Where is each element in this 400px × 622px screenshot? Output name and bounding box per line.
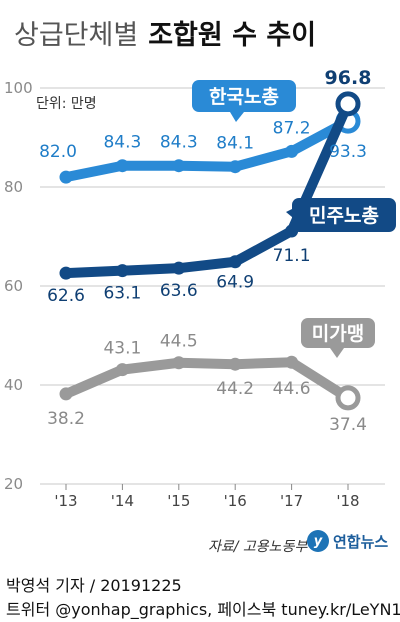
data-label: 44.2 xyxy=(216,379,254,399)
x-axis: '13 '14 '15 '16 '17 '18 xyxy=(54,484,360,510)
point-marker xyxy=(285,355,299,369)
yonhap-logo-icon: y xyxy=(307,530,329,552)
legend-box xyxy=(301,318,375,348)
legend-label: 민주노총 xyxy=(309,205,379,227)
byline: 박영석 기자 / 20191225 xyxy=(6,576,182,595)
end-marker xyxy=(335,91,361,117)
title-bold: 조합원 수 추이 xyxy=(148,20,316,51)
point-marker xyxy=(228,160,242,174)
point-marker xyxy=(172,356,186,370)
point-marker xyxy=(172,261,186,275)
data-label: 63.1 xyxy=(103,284,141,304)
data-label: 82.0 xyxy=(39,142,77,162)
social-handles: 트위터 @yonhap_graphics, 페이스북 tuney.kr/LeYN… xyxy=(6,600,400,619)
x-tick-label: '15 xyxy=(167,492,190,510)
data-label: 84.3 xyxy=(160,133,198,153)
y-axis: 20 40 60 80 100 xyxy=(4,79,33,493)
chart-title: 상급단체별 조합원 수 추이 xyxy=(14,20,316,51)
legend-label: 미가맹 xyxy=(312,323,364,345)
legend-box xyxy=(192,80,296,112)
point-marker xyxy=(115,264,129,278)
y-tick-label: 80 xyxy=(4,178,23,196)
point-marker xyxy=(228,255,242,269)
data-label: 71.1 xyxy=(273,246,311,266)
data-label: 93.3 xyxy=(329,142,367,162)
legend-item: 민주노총 xyxy=(286,198,396,232)
data-label: 44.5 xyxy=(160,332,198,352)
data-label: 44.6 xyxy=(273,379,311,399)
y-tick-label: 40 xyxy=(4,376,23,394)
data-labels: 38.2 43.1 44.5 44.2 44.6 37.4 82.0 84.3 84.3 84.1… xyxy=(39,67,371,435)
x-tick-label: '16 xyxy=(224,492,247,510)
yonhap-logo: y 연합뉴스 xyxy=(307,530,388,552)
point-marker xyxy=(115,159,129,173)
unit-label: 단위: 만명 xyxy=(36,96,97,112)
point-marker xyxy=(59,387,73,401)
data-label: 62.6 xyxy=(47,286,85,306)
logo-text: 연합뉴스 xyxy=(333,532,389,551)
title-light: 상급단체별 xyxy=(14,20,138,51)
data-label: 64.9 xyxy=(216,273,254,293)
y-tick-label: 20 xyxy=(4,475,23,493)
legend-item: 한국노총 xyxy=(192,80,296,122)
x-tick-label: '14 xyxy=(111,492,134,510)
point-marker xyxy=(228,357,242,371)
x-tick-label: '13 xyxy=(54,492,77,510)
end-marker xyxy=(335,385,361,411)
data-label: 84.3 xyxy=(103,133,141,153)
point-marker xyxy=(59,170,73,184)
y-tick-label: 60 xyxy=(4,277,23,295)
point-marker xyxy=(59,266,73,280)
x-tick-label: '17 xyxy=(280,492,303,510)
legend-pointer xyxy=(230,112,244,122)
y-tick-label: 100 xyxy=(4,79,33,97)
point-marker xyxy=(172,159,186,173)
data-label: 96.8 xyxy=(325,67,372,89)
data-label: 43.1 xyxy=(103,339,141,359)
legend-label: 한국노총 xyxy=(209,86,279,108)
series-line-2 xyxy=(61,357,353,403)
series-line-0 xyxy=(61,116,353,183)
point-marker xyxy=(285,144,299,158)
data-label: 38.2 xyxy=(47,409,85,429)
data-label: 37.4 xyxy=(329,415,367,435)
data-label: 84.1 xyxy=(216,134,254,154)
legend-box xyxy=(292,198,396,232)
x-tick-label: '18 xyxy=(336,492,359,510)
point-marker xyxy=(115,363,129,377)
legend-item: 미가맹 xyxy=(301,318,375,358)
data-label: 87.2 xyxy=(273,118,311,138)
source-text: 자료/ 고용노동부 xyxy=(208,539,308,555)
data-label: 63.6 xyxy=(160,281,198,301)
legend-pointer xyxy=(330,348,344,358)
